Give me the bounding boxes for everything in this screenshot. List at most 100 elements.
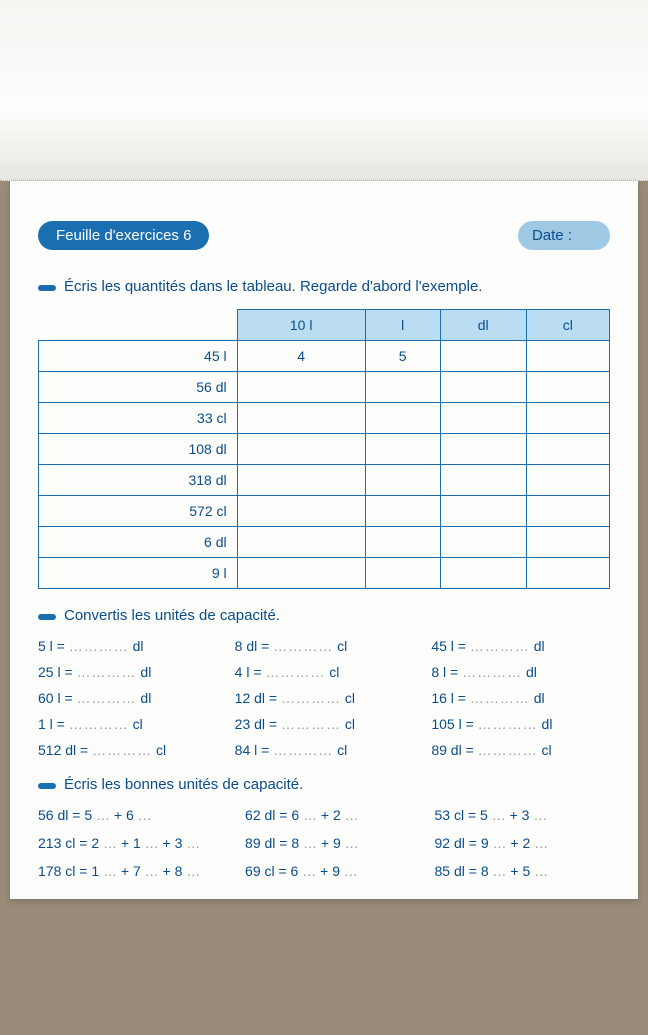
- unit-blank[interactable]: …: [303, 807, 317, 823]
- conversion-item: 1 l = ………… cl: [38, 716, 217, 732]
- blank-dots[interactable]: …………: [470, 690, 530, 706]
- col-cl: cl: [526, 310, 609, 341]
- unit-blank[interactable]: …: [533, 807, 547, 823]
- table-cell[interactable]: [526, 465, 609, 496]
- ex2-instruction: Convertis les unités de capacité.: [38, 607, 610, 624]
- date-pill: Date :: [518, 221, 610, 250]
- blank-dots[interactable]: …………: [470, 638, 530, 654]
- table-cell[interactable]: [365, 527, 440, 558]
- blank-dots[interactable]: …………: [273, 742, 333, 758]
- blank-dots[interactable]: …………: [77, 690, 137, 706]
- table-cell[interactable]: [365, 496, 440, 527]
- unit-blank[interactable]: …: [103, 863, 117, 879]
- unit-blank[interactable]: …: [345, 835, 359, 851]
- table-cell[interactable]: [365, 403, 440, 434]
- blank-dots[interactable]: …………: [281, 690, 341, 706]
- col-dl: dl: [440, 310, 526, 341]
- unit-blank[interactable]: …: [344, 863, 358, 879]
- table-row: 56 dl: [39, 372, 610, 403]
- table-cell[interactable]: [237, 434, 365, 465]
- row-label: 9 l: [39, 558, 238, 589]
- table-row: 108 dl: [39, 434, 610, 465]
- table-cell[interactable]: [237, 496, 365, 527]
- conversion-item: 12 dl = ………… cl: [235, 690, 414, 706]
- conversion-item: 89 dl = ………… cl: [431, 742, 610, 758]
- table-cell[interactable]: 4: [237, 341, 365, 372]
- decomposition-item: 62 dl = 6 … + 2 …: [245, 807, 420, 823]
- conversion-item: 8 dl = ………… cl: [235, 638, 414, 654]
- decomposition-item: 53 cl = 5 … + 3 …: [435, 807, 610, 823]
- ex2-instruction-text: Convertis les unités de capacité.: [64, 607, 280, 624]
- table-cell[interactable]: [365, 372, 440, 403]
- unit-blank[interactable]: …: [302, 863, 316, 879]
- table-cell[interactable]: [440, 341, 526, 372]
- unit-blank[interactable]: …: [492, 807, 506, 823]
- row-label: 572 cl: [39, 496, 238, 527]
- blank-dots[interactable]: …………: [478, 742, 538, 758]
- table-cell[interactable]: [526, 341, 609, 372]
- unit-blank[interactable]: …: [186, 835, 200, 851]
- blank-dots[interactable]: …………: [92, 742, 152, 758]
- table-cell[interactable]: [365, 558, 440, 589]
- unit-blank[interactable]: …: [345, 807, 359, 823]
- unit-blank[interactable]: …: [303, 835, 317, 851]
- table-cell[interactable]: [440, 527, 526, 558]
- table-cell[interactable]: [526, 372, 609, 403]
- table-cell[interactable]: [237, 403, 365, 434]
- conversion-item: 16 l = ………… dl: [431, 690, 610, 706]
- table-cell[interactable]: [440, 496, 526, 527]
- table-cell[interactable]: [526, 496, 609, 527]
- row-label: 318 dl: [39, 465, 238, 496]
- table-cell[interactable]: [365, 434, 440, 465]
- table-cell[interactable]: [237, 465, 365, 496]
- unit-blank[interactable]: …: [138, 807, 152, 823]
- unit-blank[interactable]: …: [493, 863, 507, 879]
- blank-dots[interactable]: …………: [281, 716, 341, 732]
- table-cell[interactable]: [526, 403, 609, 434]
- blank-dots[interactable]: …………: [478, 716, 538, 732]
- table-cell[interactable]: [526, 527, 609, 558]
- decomposition-item: 92 dl = 9 … + 2 …: [435, 835, 610, 851]
- unit-blank[interactable]: …: [534, 863, 548, 879]
- conversion-item: 4 l = ………… cl: [235, 664, 414, 680]
- unit-blank[interactable]: …: [103, 835, 117, 851]
- conversion-item: 105 l = ………… dl: [431, 716, 610, 732]
- header-row: Feuille d'exercices 6 Date :: [38, 221, 610, 250]
- unit-blank[interactable]: …: [186, 863, 200, 879]
- worksheet-sheet: Feuille d'exercices 6 Date : Écris les q…: [10, 181, 638, 899]
- decomposition-grid: 56 dl = 5 … + 6 …62 dl = 6 … + 2 …53 cl …: [38, 807, 610, 879]
- row-label: 6 dl: [39, 527, 238, 558]
- table-cell[interactable]: [526, 434, 609, 465]
- ex1-instruction: Écris les quantités dans le tableau. Reg…: [38, 278, 610, 295]
- table-cell[interactable]: [440, 558, 526, 589]
- blank-dots[interactable]: …………: [69, 638, 129, 654]
- unit-blank[interactable]: …: [534, 835, 548, 851]
- blank-dots[interactable]: …………: [77, 664, 137, 680]
- conversion-item: 8 l = ………… dl: [431, 664, 610, 680]
- table-cell[interactable]: [440, 372, 526, 403]
- table-cell[interactable]: [365, 465, 440, 496]
- table-cell[interactable]: [526, 558, 609, 589]
- row-label: 45 l: [39, 341, 238, 372]
- blank-dots[interactable]: …………: [462, 664, 522, 680]
- blank-dots[interactable]: …………: [69, 716, 129, 732]
- unit-blank[interactable]: …: [145, 835, 159, 851]
- conversion-item: 23 dl = ………… cl: [235, 716, 414, 732]
- table-cell[interactable]: [237, 372, 365, 403]
- table-cell[interactable]: 5: [365, 341, 440, 372]
- unit-blank[interactable]: …: [493, 835, 507, 851]
- conversion-grid: 5 l = ………… dl 8 dl = ………… cl 45 l = ………… d…: [38, 638, 610, 758]
- conversion-item: 25 l = ………… dl: [38, 664, 217, 680]
- conversion-item: 5 l = ………… dl: [38, 638, 217, 654]
- unit-blank[interactable]: …: [96, 807, 110, 823]
- conversion-item: 45 l = ………… dl: [431, 638, 610, 654]
- table-cell[interactable]: [440, 465, 526, 496]
- blank-dots[interactable]: …………: [273, 638, 333, 654]
- bullet-icon: [38, 285, 56, 291]
- table-cell[interactable]: [237, 558, 365, 589]
- table-cell[interactable]: [237, 527, 365, 558]
- table-cell[interactable]: [440, 434, 526, 465]
- table-cell[interactable]: [440, 403, 526, 434]
- unit-blank[interactable]: …: [145, 863, 159, 879]
- blank-dots[interactable]: …………: [265, 664, 325, 680]
